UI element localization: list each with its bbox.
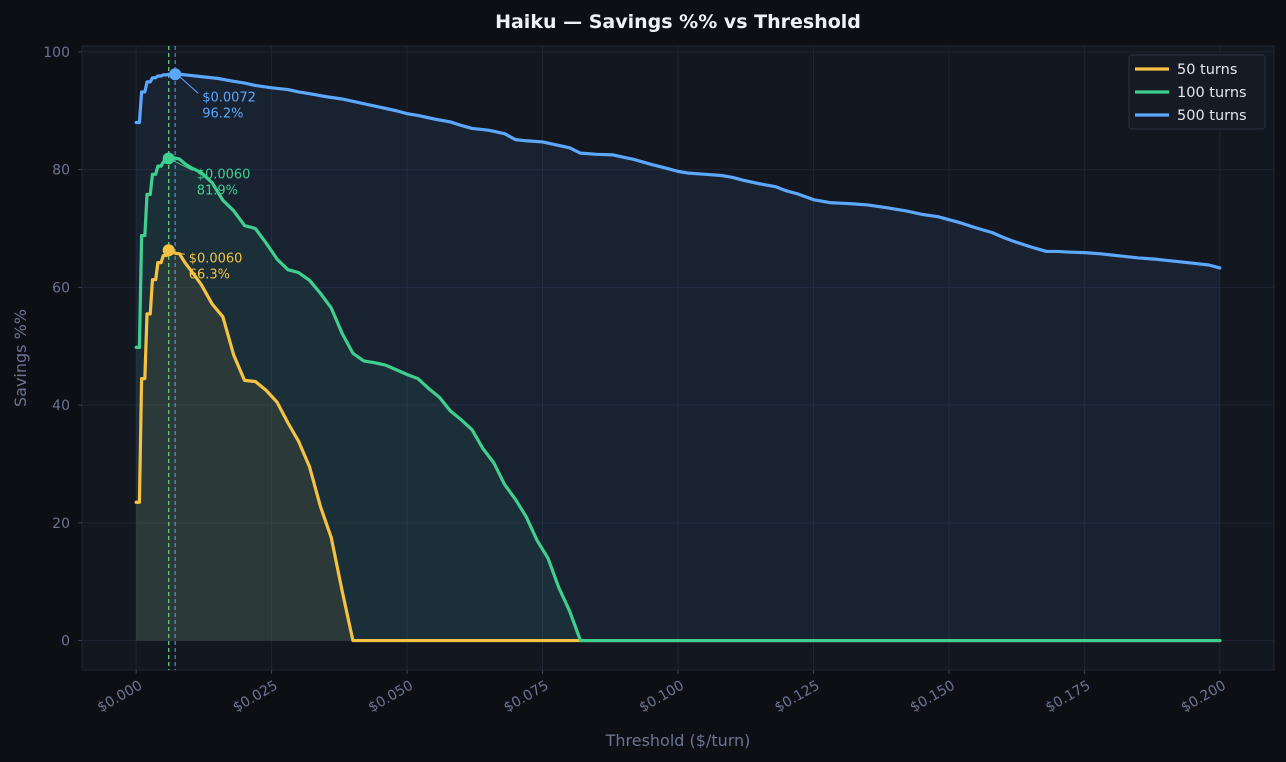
optimum-marker-50-turns <box>162 244 175 257</box>
y-tick-label: 0 <box>61 634 70 650</box>
x-axis-title: Threshold ($/turn) <box>605 731 751 750</box>
legend: 50 turns 100 turns 500 turns <box>1128 54 1266 130</box>
annotation-arrow <box>178 75 199 94</box>
y-tick-label: 20 <box>52 516 70 532</box>
legend-label-100-turns: 100 turns <box>1177 85 1247 101</box>
area-500-turns <box>136 74 1220 641</box>
line-500-turns <box>134 72 1222 270</box>
y-tick-label: 40 <box>52 398 70 414</box>
chart-title: Haiku — Savings %% vs Threshold <box>495 11 861 33</box>
line-50-turns <box>134 248 1222 643</box>
optimum-markers <box>162 68 182 257</box>
annotation-threshold: $0.0060 <box>189 251 243 266</box>
optimum-marker-100-turns <box>162 152 175 165</box>
annotation-savings: 81.9% <box>197 183 238 198</box>
annotation-arrow <box>172 159 193 171</box>
y-tick-label: 100 <box>43 45 70 61</box>
y-axis-ticks: 0 20 40 60 80 100 <box>43 45 82 650</box>
legend-label-50-turns: 50 turns <box>1177 62 1237 78</box>
y-tick-label: 60 <box>52 280 70 296</box>
annotation-arrow <box>172 251 185 255</box>
annotation-threshold: $0.0060 <box>197 167 251 182</box>
optimum-vlines <box>168 46 176 670</box>
grid-lines <box>82 46 1274 670</box>
series-fills <box>136 74 1220 641</box>
legend-label-500-turns: 500 turns <box>1177 108 1247 124</box>
optimum-marker-500-turns <box>169 68 182 81</box>
annotation-savings: 66.3% <box>189 267 230 282</box>
area-50-turns <box>136 250 1220 641</box>
annotation-savings: 96.2% <box>202 106 243 121</box>
annotation-threshold: $0.0072 <box>202 90 256 105</box>
area-100-turns <box>136 157 1220 641</box>
legend-box <box>1128 54 1266 130</box>
y-axis-title: Savings %% <box>11 309 30 407</box>
y-tick-label: 80 <box>52 163 70 179</box>
